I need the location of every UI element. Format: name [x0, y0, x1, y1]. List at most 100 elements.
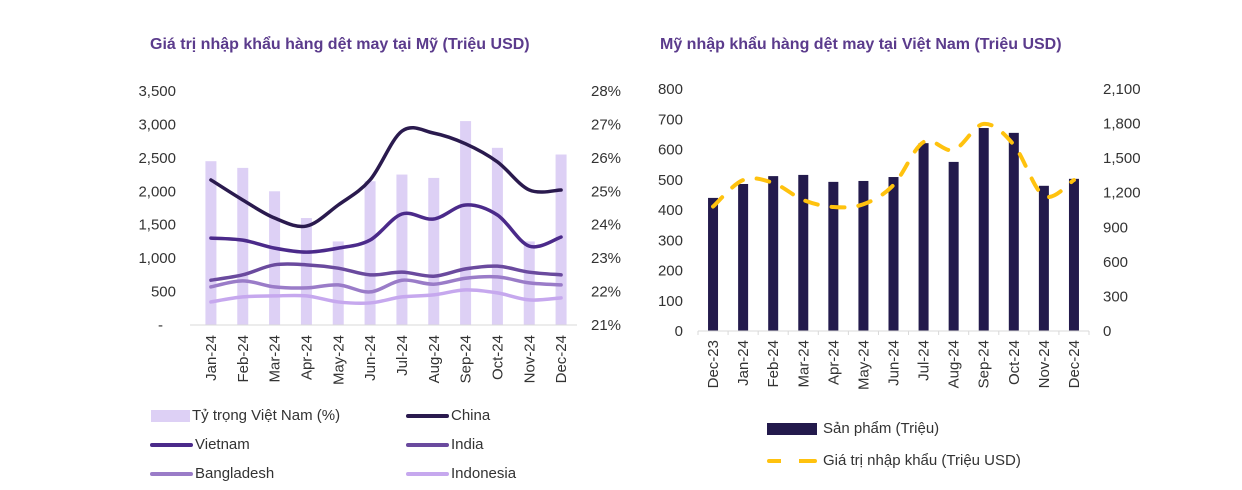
right-y2-tick: 1,800 — [1103, 116, 1141, 133]
right-x-tick: Aug-24 — [946, 340, 963, 388]
vn-share-bar — [460, 121, 472, 325]
left-y2-tick: 26% — [591, 150, 621, 167]
legend-item-vietnam: Vietnam — [150, 436, 250, 453]
vn-share-bar — [300, 218, 312, 325]
legend-swatch — [406, 442, 449, 447]
right-x-tick: Sep-24 — [976, 340, 993, 388]
legend-item-indonesia: Indonesia — [406, 465, 516, 482]
right-x-tick: Oct-24 — [1006, 340, 1023, 385]
legend-item-china: China — [406, 407, 490, 424]
left-y2-tick: 21% — [591, 317, 621, 334]
product-bar — [798, 174, 809, 331]
left-x-tick: Apr-24 — [298, 335, 315, 380]
right-x-tick: Nov-24 — [1036, 340, 1053, 388]
left-y-tick: 1,000 — [138, 250, 176, 267]
right-y-tick: 100 — [658, 293, 683, 310]
legend-label: Sản phẩm (Triệu) — [823, 420, 940, 437]
left-y-tick: 2,500 — [138, 150, 176, 167]
right-x-tick: Jun-24 — [886, 340, 903, 386]
right-y-tick: 0 — [675, 323, 683, 340]
right-x-tick: May-24 — [855, 340, 872, 390]
legend-swatch — [151, 409, 190, 422]
left-x-tick: May-24 — [330, 335, 347, 385]
left-x-tick: Mar-24 — [267, 335, 284, 383]
vn-share-bar — [364, 181, 376, 325]
legend-label: Bangladesh — [195, 465, 275, 482]
right-y2-tick: 900 — [1103, 219, 1128, 236]
right-y-tick: 400 — [658, 202, 683, 219]
right-x-tick: Dec-24 — [1066, 340, 1083, 388]
left-y-tick: 3,000 — [138, 116, 176, 133]
legend-label: India — [451, 436, 484, 453]
left-x-tick: Jun-24 — [362, 335, 379, 381]
legend-item-products: Sản phẩm (Triệu) — [767, 420, 939, 437]
legend-item-import-value: Giá trị nhập khẩu (Triệu USD) — [767, 452, 1021, 469]
legend-swatch — [150, 471, 193, 476]
series-line-indonesia — [209, 288, 563, 306]
left-y2-tick: 24% — [591, 217, 621, 234]
right-y-tick: 800 — [658, 81, 683, 98]
right-y-tick: 600 — [658, 142, 683, 159]
left-x-tick: Jul-24 — [394, 335, 411, 376]
product-bar — [948, 161, 959, 331]
left-y-tick: 3,500 — [138, 83, 176, 100]
legend-label: Tỷ trọng Việt Nam (%) — [192, 407, 341, 424]
right-x-tick: Mar-24 — [795, 340, 812, 388]
left-x-tick: Oct-24 — [489, 335, 506, 380]
left-y2-tick: 27% — [591, 116, 621, 133]
left-y-tick: 1,500 — [138, 217, 176, 234]
legend-label: China — [451, 407, 491, 424]
product-bar — [768, 176, 779, 331]
right-y2-tick: 1,200 — [1103, 185, 1141, 202]
product-bar — [1068, 178, 1079, 331]
vn-share-bar — [396, 174, 408, 325]
right-x-tick: Jan-24 — [735, 340, 752, 386]
legend-item-bangladesh: Bangladesh — [150, 465, 274, 482]
series-line-vietnam — [209, 203, 563, 254]
legend-swatch-dashed — [767, 458, 817, 463]
right-y2-tick: 1,500 — [1103, 150, 1141, 167]
series-line-india — [209, 262, 563, 282]
vn-share-bar — [428, 177, 440, 325]
left-y-tick: 500 — [151, 284, 176, 301]
vn-share-bar — [555, 154, 567, 325]
right-x-tick: Apr-24 — [825, 340, 842, 385]
left-x-tick: Dec-24 — [553, 335, 570, 383]
legend-swatch — [406, 413, 449, 418]
right-x-tick: Jul-24 — [916, 340, 933, 381]
product-bar — [978, 128, 989, 331]
legend-swatch — [767, 422, 817, 435]
right-x-tick: Dec-23 — [705, 340, 722, 388]
left-y-tick: - — [158, 317, 163, 334]
left-y2-tick: 25% — [591, 183, 621, 200]
product-bar — [1008, 132, 1019, 331]
vn-share-bar — [205, 161, 217, 325]
right-y-tick: 700 — [658, 111, 683, 128]
series-line-china — [209, 126, 563, 229]
right-y2-tick: 0 — [1103, 323, 1111, 340]
right-y-tick: 200 — [658, 263, 683, 280]
series-line-bangladesh — [209, 274, 563, 294]
legend-swatch — [150, 442, 193, 447]
legend-label: Giá trị nhập khẩu (Triệu USD) — [823, 452, 1021, 469]
right-y2-tick: 2,100 — [1103, 81, 1141, 98]
left-x-tick: Jan-24 — [203, 335, 220, 381]
legend-swatch — [406, 471, 449, 476]
right-y2-tick: 300 — [1103, 288, 1128, 305]
product-bar — [888, 177, 899, 331]
product-bar — [1038, 185, 1049, 331]
right-y2-tick: 600 — [1103, 254, 1128, 271]
left-x-tick: Feb-24 — [235, 335, 252, 383]
import-value-line — [711, 121, 1076, 210]
right-y-tick: 300 — [658, 232, 683, 249]
left-chart-title: Giá trị nhập khẩu hàng dệt may tại Mỹ (T… — [150, 36, 530, 53]
vn-share-bar — [237, 167, 249, 325]
right-x-tick: Feb-24 — [765, 340, 782, 388]
left-x-tick: Aug-24 — [426, 335, 443, 383]
left-y2-tick: 23% — [591, 250, 621, 267]
left-y2-tick: 22% — [591, 284, 621, 301]
product-bar — [738, 183, 749, 331]
legend-label: Indonesia — [451, 465, 517, 482]
left-y2-tick: 28% — [591, 83, 621, 100]
